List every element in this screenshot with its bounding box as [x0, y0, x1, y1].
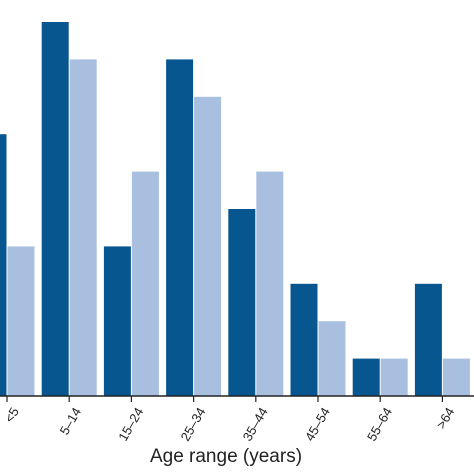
- bar-dark-2: [103, 246, 131, 396]
- bars-group: [0, 22, 470, 397]
- x-tick-label: 25–34: [177, 405, 208, 444]
- bar-dark-6: [352, 358, 380, 396]
- bar-dark-1: [41, 22, 69, 396]
- bar-light-2: [131, 171, 159, 396]
- x-tick-label: >64: [433, 405, 457, 432]
- bar-light-7: [442, 358, 470, 396]
- x-tick-label: 35–44: [240, 405, 271, 444]
- bar-light-4: [256, 171, 284, 396]
- bar-light-5: [318, 321, 346, 396]
- bar-dark-4: [228, 209, 256, 396]
- bar-light-3: [194, 96, 222, 397]
- bar-light-1: [69, 59, 97, 397]
- bar-dark-7: [414, 283, 442, 396]
- x-tick-label: 15–24: [115, 405, 146, 444]
- bar-dark-3: [166, 59, 194, 397]
- bar-dark-5: [290, 283, 318, 396]
- bar-dark-0: [0, 134, 7, 396]
- x-ticks-group: <5 5–14 15–24 25–34 35–44 45–54 55–64 >64: [2, 396, 457, 444]
- x-tick-label: 45–54: [302, 405, 333, 444]
- x-tick-label: 5–14: [57, 405, 84, 438]
- x-axis-label: Age range (years): [150, 446, 302, 467]
- bar-light-6: [380, 358, 408, 396]
- x-tick-label: <5: [2, 405, 22, 425]
- x-tick-label: 55–64: [364, 405, 395, 444]
- bar-light-0: [7, 246, 35, 396]
